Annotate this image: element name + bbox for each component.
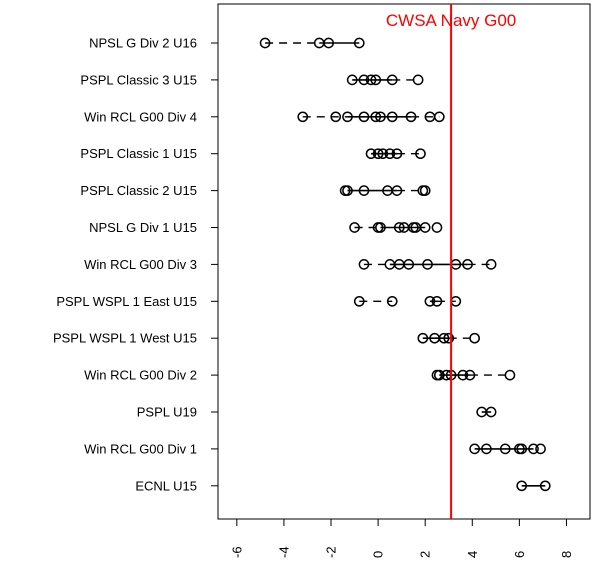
series-layer <box>259 37 551 492</box>
data-point <box>386 295 398 307</box>
data-point <box>504 369 516 381</box>
category-series <box>297 111 445 123</box>
data-point <box>386 111 398 123</box>
data-point <box>297 111 309 123</box>
data-point <box>419 185 431 196</box>
data-point <box>457 369 469 381</box>
category-series <box>339 185 431 196</box>
data-point <box>431 295 443 307</box>
data-point <box>481 443 492 455</box>
category-series <box>259 37 365 49</box>
data-point <box>424 295 436 307</box>
data-point <box>516 443 528 455</box>
category-series <box>365 148 426 160</box>
data-point <box>443 332 455 344</box>
data-point <box>485 406 497 418</box>
data-point <box>391 185 403 196</box>
data-point <box>365 148 377 160</box>
category-series <box>476 406 497 418</box>
data-point <box>438 332 450 344</box>
data-point <box>431 222 443 233</box>
category-label: Win RCL G00 Div 2 <box>84 368 197 383</box>
data-point <box>259 37 271 49</box>
data-point <box>372 148 384 160</box>
data-point <box>485 259 497 270</box>
x-tick-label: -2 <box>324 546 339 558</box>
data-point <box>393 222 405 233</box>
category-label: ECNL U15 <box>135 478 197 493</box>
data-point <box>365 74 377 86</box>
category-series <box>431 369 516 381</box>
data-point <box>349 222 360 233</box>
data-point <box>375 111 386 123</box>
category-series <box>516 480 551 492</box>
category-axis: NPSL G Div 2 U16 PSPL Classic 3 U15 Win RC… <box>53 36 218 493</box>
category-label: PSPL U19 <box>137 405 197 420</box>
category-label: PSPL Classic 1 U15 <box>80 146 197 161</box>
category-label: PSPL WSPL 1 West U15 <box>53 331 197 346</box>
data-point <box>403 259 415 270</box>
data-point <box>391 148 403 160</box>
data-point <box>358 259 370 270</box>
x-tick-label: 6 <box>512 551 527 558</box>
data-point <box>433 369 445 381</box>
x-tick-label: -6 <box>229 546 244 558</box>
category-series <box>353 295 462 307</box>
data-point <box>370 74 382 86</box>
category-label: PSPL WSPL 1 East U15 <box>56 294 197 309</box>
data-point <box>539 480 551 492</box>
data-point <box>469 443 480 455</box>
x-axis: -6 -4 -2 0 2 4 6 8 <box>229 518 574 558</box>
data-point <box>323 37 335 49</box>
category-series <box>346 74 424 86</box>
data-point <box>353 37 365 49</box>
data-point <box>417 332 429 344</box>
data-point <box>353 295 365 307</box>
x-tick-label: 0 <box>371 551 386 558</box>
data-point <box>384 148 396 160</box>
data-point <box>516 480 528 492</box>
data-point <box>433 111 445 123</box>
data-point <box>528 443 539 455</box>
data-point <box>422 259 433 270</box>
data-point <box>370 111 382 123</box>
data-point <box>499 443 511 455</box>
data-point <box>358 74 370 86</box>
x-tick-label: 2 <box>418 551 433 558</box>
data-point <box>462 259 473 270</box>
data-point <box>346 74 358 86</box>
data-point <box>412 74 424 86</box>
data-point <box>358 111 370 123</box>
plot-frame <box>217 3 591 520</box>
x-tick-label: 4 <box>465 551 480 558</box>
data-point <box>405 111 417 123</box>
category-label: NPSL G Div 2 U16 <box>89 36 197 51</box>
category-series <box>469 443 546 455</box>
x-tick-label: -4 <box>276 546 291 558</box>
data-point <box>464 369 476 381</box>
category-label: Win RCL G00 Div 1 <box>84 441 197 456</box>
category-series <box>417 332 480 344</box>
data-point <box>358 185 370 196</box>
data-point <box>342 111 353 123</box>
data-point <box>469 332 480 344</box>
data-point <box>377 148 389 160</box>
category-label: PSPL Classic 2 U15 <box>80 183 197 198</box>
x-tick-label: 8 <box>559 551 574 558</box>
category-label: NPSL G Div 1 U15 <box>89 220 197 235</box>
data-point <box>375 222 386 233</box>
data-point <box>386 74 398 86</box>
data-point <box>330 111 342 123</box>
data-point <box>419 222 431 233</box>
data-point <box>342 185 353 196</box>
reference-line-label: CWSA Navy G00 <box>386 11 516 30</box>
category-label: Win RCL G00 Div 3 <box>84 257 197 272</box>
category-series <box>349 222 443 233</box>
category-label: PSPL Classic 3 U15 <box>80 72 197 87</box>
data-point <box>415 148 426 160</box>
category-series <box>358 259 497 270</box>
data-point <box>535 443 546 455</box>
category-label: Win RCL G00 Div 4 <box>84 109 197 124</box>
